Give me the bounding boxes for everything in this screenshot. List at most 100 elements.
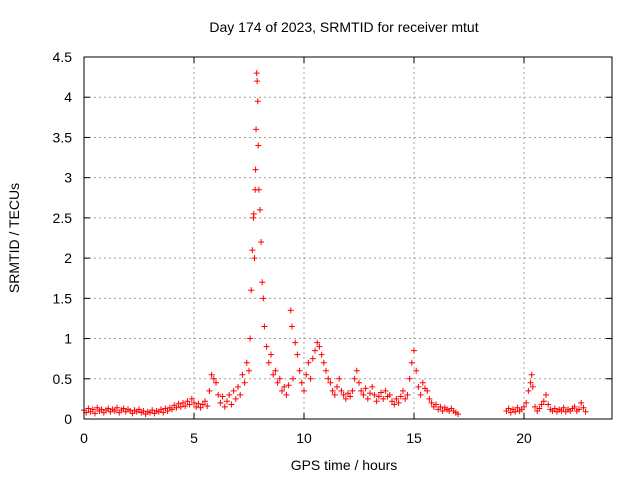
data-point (265, 359, 272, 366)
data-point (261, 323, 268, 330)
data-point (375, 393, 382, 400)
data-point (258, 239, 265, 246)
data-point (532, 403, 538, 410)
x-tick-label: 5 (190, 430, 198, 446)
data-point (195, 400, 202, 407)
y-tick-label: 2.5 (53, 210, 73, 226)
data-point (217, 399, 224, 406)
data-point (281, 383, 288, 390)
data-point (345, 390, 351, 397)
data-point (169, 406, 175, 413)
data-point (182, 403, 189, 410)
data-point (255, 186, 262, 193)
data-point (576, 406, 582, 413)
data-point (371, 391, 378, 398)
data-point (188, 395, 195, 402)
grid (84, 57, 612, 419)
data-point (428, 399, 435, 406)
data-point (254, 98, 261, 105)
data-point (292, 339, 299, 346)
data-point (360, 391, 367, 398)
data-point (582, 408, 589, 415)
data-point (334, 383, 340, 390)
data-point (505, 405, 512, 412)
data-point (89, 406, 96, 413)
data-point (347, 393, 354, 400)
chart-title: Day 174 of 2023, SRMTID for receiver mtu… (209, 19, 478, 35)
data-point (215, 391, 222, 398)
data-point (298, 379, 305, 386)
data-point (538, 401, 545, 408)
plot-frame (83, 56, 613, 420)
data-point (400, 387, 406, 394)
x-tick-label: 10 (296, 430, 312, 446)
data-point (268, 351, 274, 358)
data-point (389, 398, 395, 405)
data-point (402, 395, 409, 402)
data-point (404, 391, 411, 398)
data-point (255, 142, 262, 149)
data-point (580, 404, 587, 411)
data-point (369, 383, 376, 390)
data-point (247, 335, 254, 342)
data-point (177, 403, 184, 410)
data-point (180, 399, 186, 406)
data-point (331, 391, 338, 398)
data-point (219, 393, 226, 400)
data-point (253, 70, 260, 77)
data-point (545, 401, 552, 408)
data-point (521, 403, 527, 410)
data-point (413, 367, 420, 374)
data-point (380, 395, 387, 402)
data-point (252, 166, 259, 173)
data-point (307, 375, 314, 382)
data-point (208, 371, 215, 378)
data-point (325, 375, 332, 382)
data-point (338, 387, 345, 394)
data-point (391, 401, 398, 408)
data-point (250, 210, 257, 217)
data-point (353, 367, 360, 374)
data-point (158, 406, 164, 413)
data-point (204, 403, 211, 410)
data-point (417, 391, 424, 398)
y-tick-label: 2 (64, 250, 72, 266)
data-point (259, 279, 266, 286)
data-point (288, 323, 295, 330)
data-point (270, 371, 277, 378)
data-point (523, 399, 530, 406)
data-point (184, 398, 191, 405)
data-point (232, 395, 239, 402)
data-point (105, 405, 112, 412)
data-point (382, 387, 389, 394)
data-point (507, 409, 514, 416)
data-point (272, 367, 279, 374)
data-point (254, 78, 261, 85)
data-point (260, 295, 267, 302)
y-tick-label: 3.5 (53, 129, 73, 145)
data-point (323, 367, 329, 374)
data-point (419, 379, 426, 386)
data-point (571, 403, 578, 410)
data-point (406, 375, 413, 382)
data-point (173, 404, 180, 411)
data-point (230, 387, 237, 394)
data-point (197, 404, 204, 411)
data-point (336, 375, 343, 382)
data-point (397, 393, 404, 400)
data-point (228, 401, 235, 408)
axis-ticks (83, 56, 612, 420)
data-point (136, 406, 142, 413)
data-point (349, 387, 356, 394)
data-point (175, 400, 182, 407)
data-point (202, 398, 208, 405)
data-point (373, 398, 380, 405)
data-point (213, 379, 219, 386)
data-point (191, 399, 197, 406)
data-point (318, 351, 325, 358)
data-point (221, 403, 228, 410)
y-tick-label: 0.5 (53, 371, 73, 387)
data-point (287, 307, 294, 314)
data-point (437, 403, 444, 410)
data-point (362, 385, 369, 392)
